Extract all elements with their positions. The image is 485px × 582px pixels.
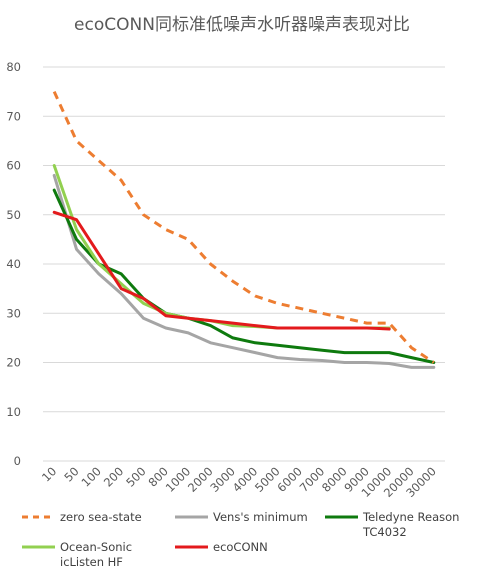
y-tick-label: 40 — [6, 257, 21, 271]
x-tick-label: 2000 — [185, 464, 216, 495]
x-tick-label: 50 — [61, 464, 81, 484]
series-line — [52, 173, 436, 369]
series-line — [52, 210, 391, 331]
y-tick-label: 80 — [6, 60, 21, 74]
legend: zero sea-state Vens's minimum Teledyne Rea… — [22, 510, 459, 569]
x-tick-label: 6000 — [274, 464, 305, 495]
x-tick-label: 100 — [79, 464, 104, 489]
legend-label: zero sea-state — [60, 510, 142, 524]
x-tick-label: 3000 — [207, 464, 238, 495]
y-tick-label: 50 — [6, 208, 21, 222]
y-tick-label: 60 — [6, 159, 21, 173]
y-tick-label: 0 — [14, 454, 21, 468]
legend-label: ecoCONN — [213, 540, 268, 554]
x-tick-label: 8000 — [319, 464, 350, 495]
x-tick-label: 4000 — [230, 464, 261, 495]
legend-label: Teledyne Reason TC4032 — [362, 510, 459, 539]
series-line — [52, 164, 391, 330]
x-tick-label: 7000 — [297, 464, 328, 495]
y-tick-label: 20 — [6, 356, 21, 370]
y-tick-label: 30 — [6, 306, 21, 320]
series-lines — [52, 90, 436, 369]
series-line — [52, 188, 436, 364]
y-tick-label: 70 — [6, 109, 21, 123]
x-tick-label: 5000 — [252, 464, 283, 495]
x-axis: 10 50100200500800100020003000400050006000… — [39, 464, 439, 500]
legend-label: Ocean-Sonic icListen HF — [60, 540, 132, 569]
x-tick-label: 1000 — [163, 464, 194, 495]
y-axis: 0 10 20 30 40 50 60 70 80 — [6, 60, 21, 468]
legend-label: Vens's minimum — [213, 510, 308, 524]
gridlines — [43, 66, 445, 462]
x-tick-label: 10 — [39, 464, 59, 484]
x-tick-label: 200 — [101, 464, 126, 489]
chart-title: ecoCONN同标准低噪声水听器噪声表现对比 — [74, 15, 410, 35]
y-tick-label: 10 — [6, 405, 21, 419]
series-line — [52, 90, 435, 364]
x-tick-label: 500 — [123, 464, 148, 489]
